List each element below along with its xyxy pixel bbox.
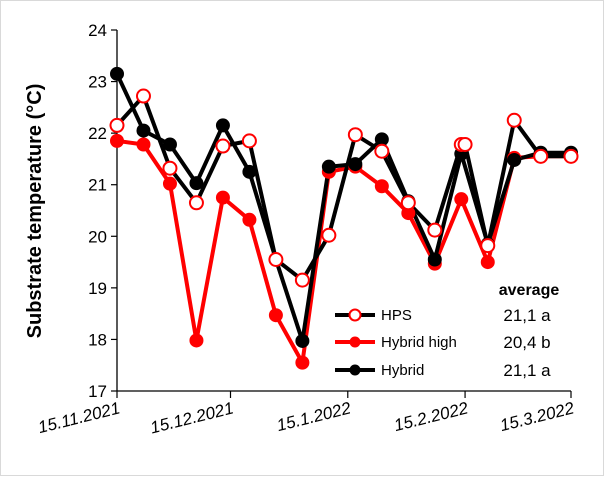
data-point — [162, 160, 178, 176]
data-point — [242, 212, 257, 227]
data-point — [241, 133, 257, 149]
legend-average-title: average — [499, 282, 560, 299]
data-point — [348, 157, 363, 172]
y-tick-label: 17 — [88, 382, 107, 401]
data-point — [427, 222, 443, 238]
x-tick-label: 15.2.2022 — [392, 398, 471, 435]
data-point — [507, 152, 522, 167]
data-point — [110, 66, 124, 81]
data-point — [427, 252, 442, 267]
legend-label: HPS — [381, 307, 412, 324]
data-point — [189, 333, 204, 348]
data-point — [533, 148, 549, 164]
y-tick-label: 23 — [88, 73, 107, 92]
x-tick-label: 15.12.2021 — [148, 398, 235, 437]
legend-marker — [349, 336, 361, 348]
legend-label: Hybrid high — [381, 334, 457, 351]
data-point — [136, 137, 151, 152]
data-point — [295, 333, 310, 348]
data-point — [268, 308, 283, 323]
legend-average-value: 20,4 b — [503, 333, 550, 352]
data-point — [188, 195, 204, 211]
data-point — [162, 137, 177, 152]
y-tick-label: 20 — [88, 227, 107, 246]
data-point — [294, 272, 310, 288]
data-point — [136, 123, 151, 138]
data-point — [242, 164, 257, 179]
y-tick-label: 24 — [88, 21, 107, 40]
data-point — [321, 227, 337, 243]
x-tick-label: 15.11.2021 — [36, 398, 122, 437]
legend-average-value: 21,1 a — [503, 306, 551, 325]
data-point — [347, 127, 363, 143]
x-tick-label: 15.1.2022 — [275, 398, 354, 435]
series-line — [115, 94, 571, 283]
x-tick-label: 15.3.2022 — [498, 398, 577, 435]
y-tick-label: 18 — [88, 330, 107, 349]
legend-average-value: 21,1 a — [503, 361, 551, 380]
data-point — [480, 238, 496, 254]
data-point — [506, 112, 522, 128]
y-tick-label: 19 — [88, 279, 107, 298]
data-point — [215, 138, 231, 154]
data-point — [189, 176, 204, 191]
legend: average HPS 21,1 a Hybrid high 20,4 b Hybrid… — [335, 282, 559, 380]
data-point — [563, 148, 579, 164]
data-point — [400, 195, 416, 211]
data-point — [480, 255, 495, 270]
legend-marker — [349, 364, 361, 376]
data-point — [109, 117, 125, 133]
y-axis-label: Substrate temperature (°C) — [24, 84, 46, 339]
y-tick-label: 22 — [88, 124, 107, 143]
data-point — [457, 136, 473, 152]
data-point — [110, 133, 124, 148]
data-point — [374, 179, 389, 194]
data-point — [215, 190, 230, 205]
data-point — [135, 88, 151, 104]
legend-label: Hybrid — [381, 362, 424, 379]
y-tick-label: 21 — [88, 176, 107, 195]
data-point — [295, 355, 310, 370]
data-point — [215, 118, 230, 133]
legend-marker — [348, 308, 362, 322]
data-point — [374, 143, 390, 159]
data-point — [268, 251, 284, 267]
data-point — [162, 176, 177, 191]
data-point — [454, 192, 469, 207]
data-point — [321, 159, 336, 174]
